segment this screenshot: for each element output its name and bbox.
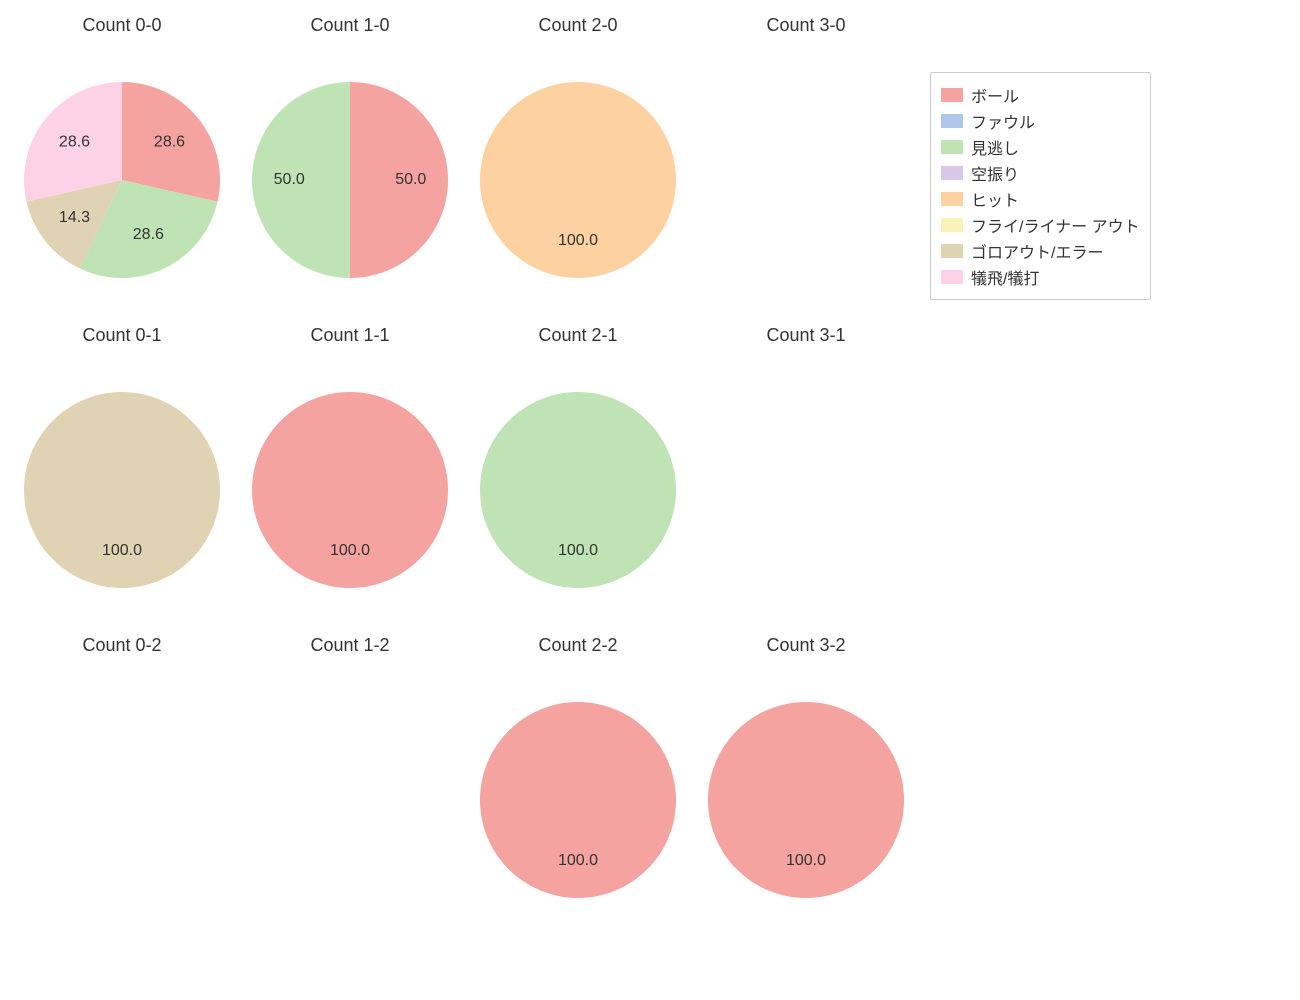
slice-value-label: 14.3 xyxy=(59,209,90,226)
legend-label: ゴロアウト/エラー xyxy=(971,239,1103,263)
legend-item: 空振り xyxy=(941,161,1140,185)
slice-value-label: 28.6 xyxy=(59,133,90,150)
legend-swatch xyxy=(941,192,963,206)
count-panel: Count 2-0 100.0 xyxy=(464,15,692,325)
pie-chart: 100.0 xyxy=(252,392,448,588)
count-panel: Count 0-1 100.0 xyxy=(8,325,236,635)
pie-chart: 28.6 28.6 14.3 28.6 xyxy=(24,82,220,278)
legend-swatch xyxy=(941,244,963,258)
legend-swatch xyxy=(941,166,963,180)
count-panel: Count 2-2 100.0 xyxy=(464,635,692,945)
legend-label: ボール xyxy=(971,83,1019,107)
legend-label: ヒット xyxy=(971,187,1019,211)
pie-chart: 100.0 xyxy=(708,702,904,898)
legend-label: ファウル xyxy=(971,109,1035,133)
legend-item: ファウル xyxy=(941,109,1140,133)
slice-value-label: 100.0 xyxy=(786,852,826,869)
pie-chart: 100.0 xyxy=(24,392,220,588)
slice-value-label: 28.6 xyxy=(154,133,185,150)
panel-title: Count 0-2 xyxy=(8,635,236,656)
panel-title: Count 1-0 xyxy=(236,15,464,36)
count-panel: Count 3-0 xyxy=(692,15,920,325)
count-panel: Count 1-0 50.0 50.0 xyxy=(236,15,464,325)
legend-item: ボール xyxy=(941,83,1140,107)
pie-chart: 50.0 50.0 xyxy=(252,82,448,278)
slice-value-label: 100.0 xyxy=(330,542,370,559)
count-panel: Count 3-2 100.0 xyxy=(692,635,920,945)
panel-title: Count 2-2 xyxy=(464,635,692,656)
legend-swatch xyxy=(941,88,963,102)
slice-value-label: 100.0 xyxy=(102,542,142,559)
legend-label: フライ/ライナー アウト xyxy=(971,213,1140,237)
legend-swatch xyxy=(941,218,963,232)
slice-value-label: 100.0 xyxy=(558,542,598,559)
legend-item: フライ/ライナー アウト xyxy=(941,213,1140,237)
count-panel: Count 2-1 100.0 xyxy=(464,325,692,635)
legend-swatch xyxy=(941,140,963,154)
slice-value-label: 50.0 xyxy=(395,171,426,188)
slice-value-label: 50.0 xyxy=(274,171,305,188)
legend-label: 見逃し xyxy=(971,135,1019,159)
panel-title: Count 2-1 xyxy=(464,325,692,346)
pie-chart: 100.0 xyxy=(480,392,676,588)
panel-title: Count 0-0 xyxy=(8,15,236,36)
legend-item: 見逃し xyxy=(941,135,1140,159)
legend-label: 空振り xyxy=(971,161,1019,185)
slice-value-label: 100.0 xyxy=(558,232,598,249)
slice-value-label: 100.0 xyxy=(558,852,598,869)
legend: ボールファウル見逃し空振りヒットフライ/ライナー アウトゴロアウト/エラー犠飛/… xyxy=(930,72,1151,300)
count-panel: Count 3-1 xyxy=(692,325,920,635)
count-panel: Count 0-2 xyxy=(8,635,236,945)
legend-item: 犠飛/犠打 xyxy=(941,265,1140,289)
panel-title: Count 2-0 xyxy=(464,15,692,36)
legend-swatch xyxy=(941,114,963,128)
panel-title: Count 1-1 xyxy=(236,325,464,346)
panel-title: Count 3-1 xyxy=(692,325,920,346)
legend-item: ゴロアウト/エラー xyxy=(941,239,1140,263)
count-panel: Count 0-0 28.6 28.6 14.3 28.6 xyxy=(8,15,236,325)
pie-chart: 100.0 xyxy=(480,82,676,278)
count-panel: Count 1-1 100.0 xyxy=(236,325,464,635)
legend-label: 犠飛/犠打 xyxy=(971,265,1039,289)
panel-title: Count 0-1 xyxy=(8,325,236,346)
pie-chart: 100.0 xyxy=(480,702,676,898)
panel-title: Count 1-2 xyxy=(236,635,464,656)
slice-value-label: 28.6 xyxy=(133,226,164,243)
legend-swatch xyxy=(941,270,963,284)
panel-title: Count 3-2 xyxy=(692,635,920,656)
legend-item: ヒット xyxy=(941,187,1140,211)
panel-title: Count 3-0 xyxy=(692,15,920,36)
count-panel: Count 1-2 xyxy=(236,635,464,945)
